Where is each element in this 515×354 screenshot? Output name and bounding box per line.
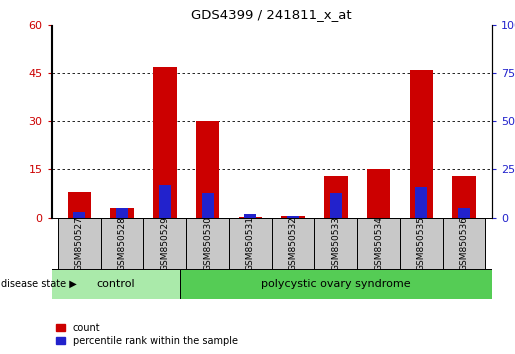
- Bar: [443, 218, 486, 269]
- Bar: [367, 170, 390, 218]
- Bar: [67, 192, 91, 218]
- Bar: [287, 216, 299, 218]
- Legend: count, percentile rank within the sample: count, percentile rank within the sample: [56, 323, 238, 346]
- Bar: [400, 218, 443, 269]
- Bar: [330, 193, 342, 218]
- Title: GDS4399 / 241811_x_at: GDS4399 / 241811_x_at: [192, 8, 352, 21]
- Bar: [186, 218, 229, 269]
- Bar: [458, 208, 470, 218]
- Bar: [73, 212, 85, 218]
- Text: GSM850527: GSM850527: [75, 216, 84, 271]
- Bar: [272, 218, 315, 269]
- Text: GSM850533: GSM850533: [331, 216, 340, 271]
- Text: control: control: [96, 279, 135, 289]
- Bar: [415, 187, 427, 218]
- Bar: [196, 121, 219, 218]
- Bar: [100, 218, 143, 269]
- Bar: [324, 176, 348, 218]
- Bar: [229, 218, 272, 269]
- Text: GSM850535: GSM850535: [417, 216, 426, 271]
- Bar: [357, 218, 400, 269]
- Text: GSM850528: GSM850528: [117, 216, 127, 271]
- Bar: [159, 185, 171, 218]
- Text: disease state ▶: disease state ▶: [1, 279, 77, 289]
- Bar: [244, 214, 256, 218]
- Bar: [153, 67, 177, 218]
- Bar: [116, 208, 128, 218]
- Text: GSM850531: GSM850531: [246, 216, 255, 271]
- Bar: [315, 218, 357, 269]
- Bar: [143, 218, 186, 269]
- Bar: [409, 70, 433, 218]
- Bar: [281, 216, 305, 218]
- Text: GSM850534: GSM850534: [374, 216, 383, 271]
- Text: GSM850536: GSM850536: [459, 216, 469, 271]
- Bar: [110, 208, 134, 218]
- Text: GSM850529: GSM850529: [160, 216, 169, 271]
- Text: GSM850532: GSM850532: [288, 216, 298, 271]
- Bar: [452, 176, 476, 218]
- Bar: [52, 269, 180, 299]
- Text: polycystic ovary syndrome: polycystic ovary syndrome: [261, 279, 410, 289]
- Bar: [180, 269, 492, 299]
- Bar: [58, 218, 100, 269]
- Bar: [201, 193, 214, 218]
- Text: GSM850530: GSM850530: [203, 216, 212, 271]
- Bar: [238, 217, 262, 218]
